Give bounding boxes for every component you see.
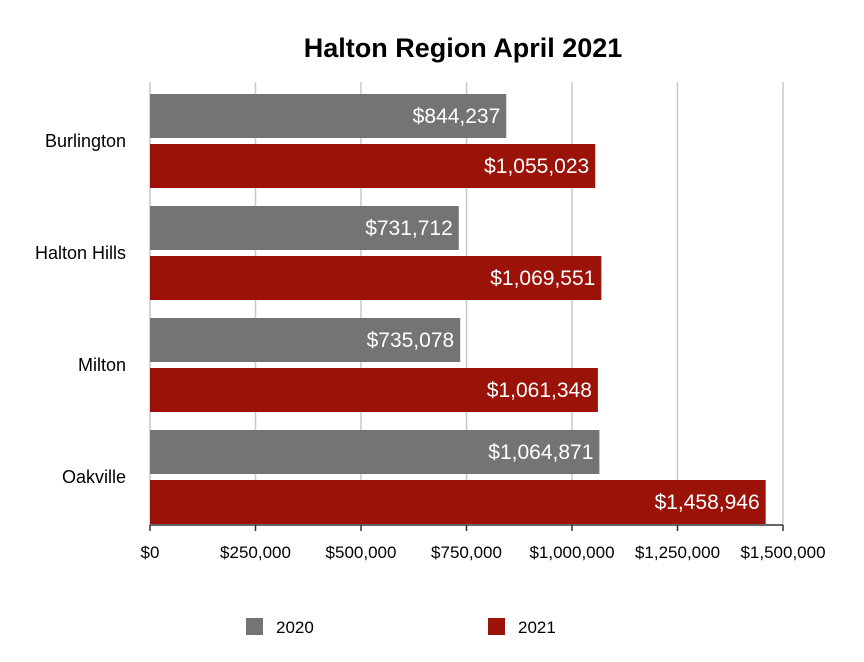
bar-2020 [150,94,507,138]
legend-swatch-2020 [246,618,263,635]
legend-label: 2020 [276,618,314,637]
x-tick-label: $1,250,000 [635,543,720,562]
data-label: $1,458,946 [655,491,760,514]
data-label: $1,055,023 [484,155,589,178]
x-tick-label: $250,000 [220,543,291,562]
bar-2020 [150,318,461,362]
category-label: Oakville [62,467,126,487]
x-tick-label: $750,000 [431,543,502,562]
legend-swatch-2021 [488,618,505,635]
x-tick-label: $1,500,000 [740,543,825,562]
bar-2021 [150,480,766,524]
legend-label: 2021 [518,618,556,637]
data-label: $844,237 [413,105,501,128]
bar-2020 [150,430,600,474]
category-label: Milton [78,355,126,375]
x-tick-label: $1,000,000 [529,543,614,562]
bar-2020 [150,206,459,250]
legend: 2020 2021 [246,618,556,637]
x-axis-ticks: $0 $250,000 $500,000 $750,000 $1,000,000 $1,2… [141,543,826,562]
category-label: Burlington [45,131,126,151]
bars: $844,237 $1,055,023 $731,712 $1,069,551 $735… [150,94,766,524]
chart-title: Halton Region April 2021 [304,33,623,63]
data-label: $1,064,871 [488,441,593,464]
data-label: $1,061,348 [487,379,592,402]
data-label: $731,712 [365,217,453,240]
category-label: Halton Hills [35,243,126,263]
bar-2021 [150,144,596,188]
x-tick-label: $500,000 [326,543,397,562]
data-label: $735,078 [367,329,455,352]
bar-2021 [150,256,602,300]
data-label: $1,069,551 [490,267,595,290]
category-labels: Burlington Halton Hills Milton Oakville [35,131,126,487]
bar-2021 [150,368,598,412]
x-tick-label: $0 [141,543,160,562]
